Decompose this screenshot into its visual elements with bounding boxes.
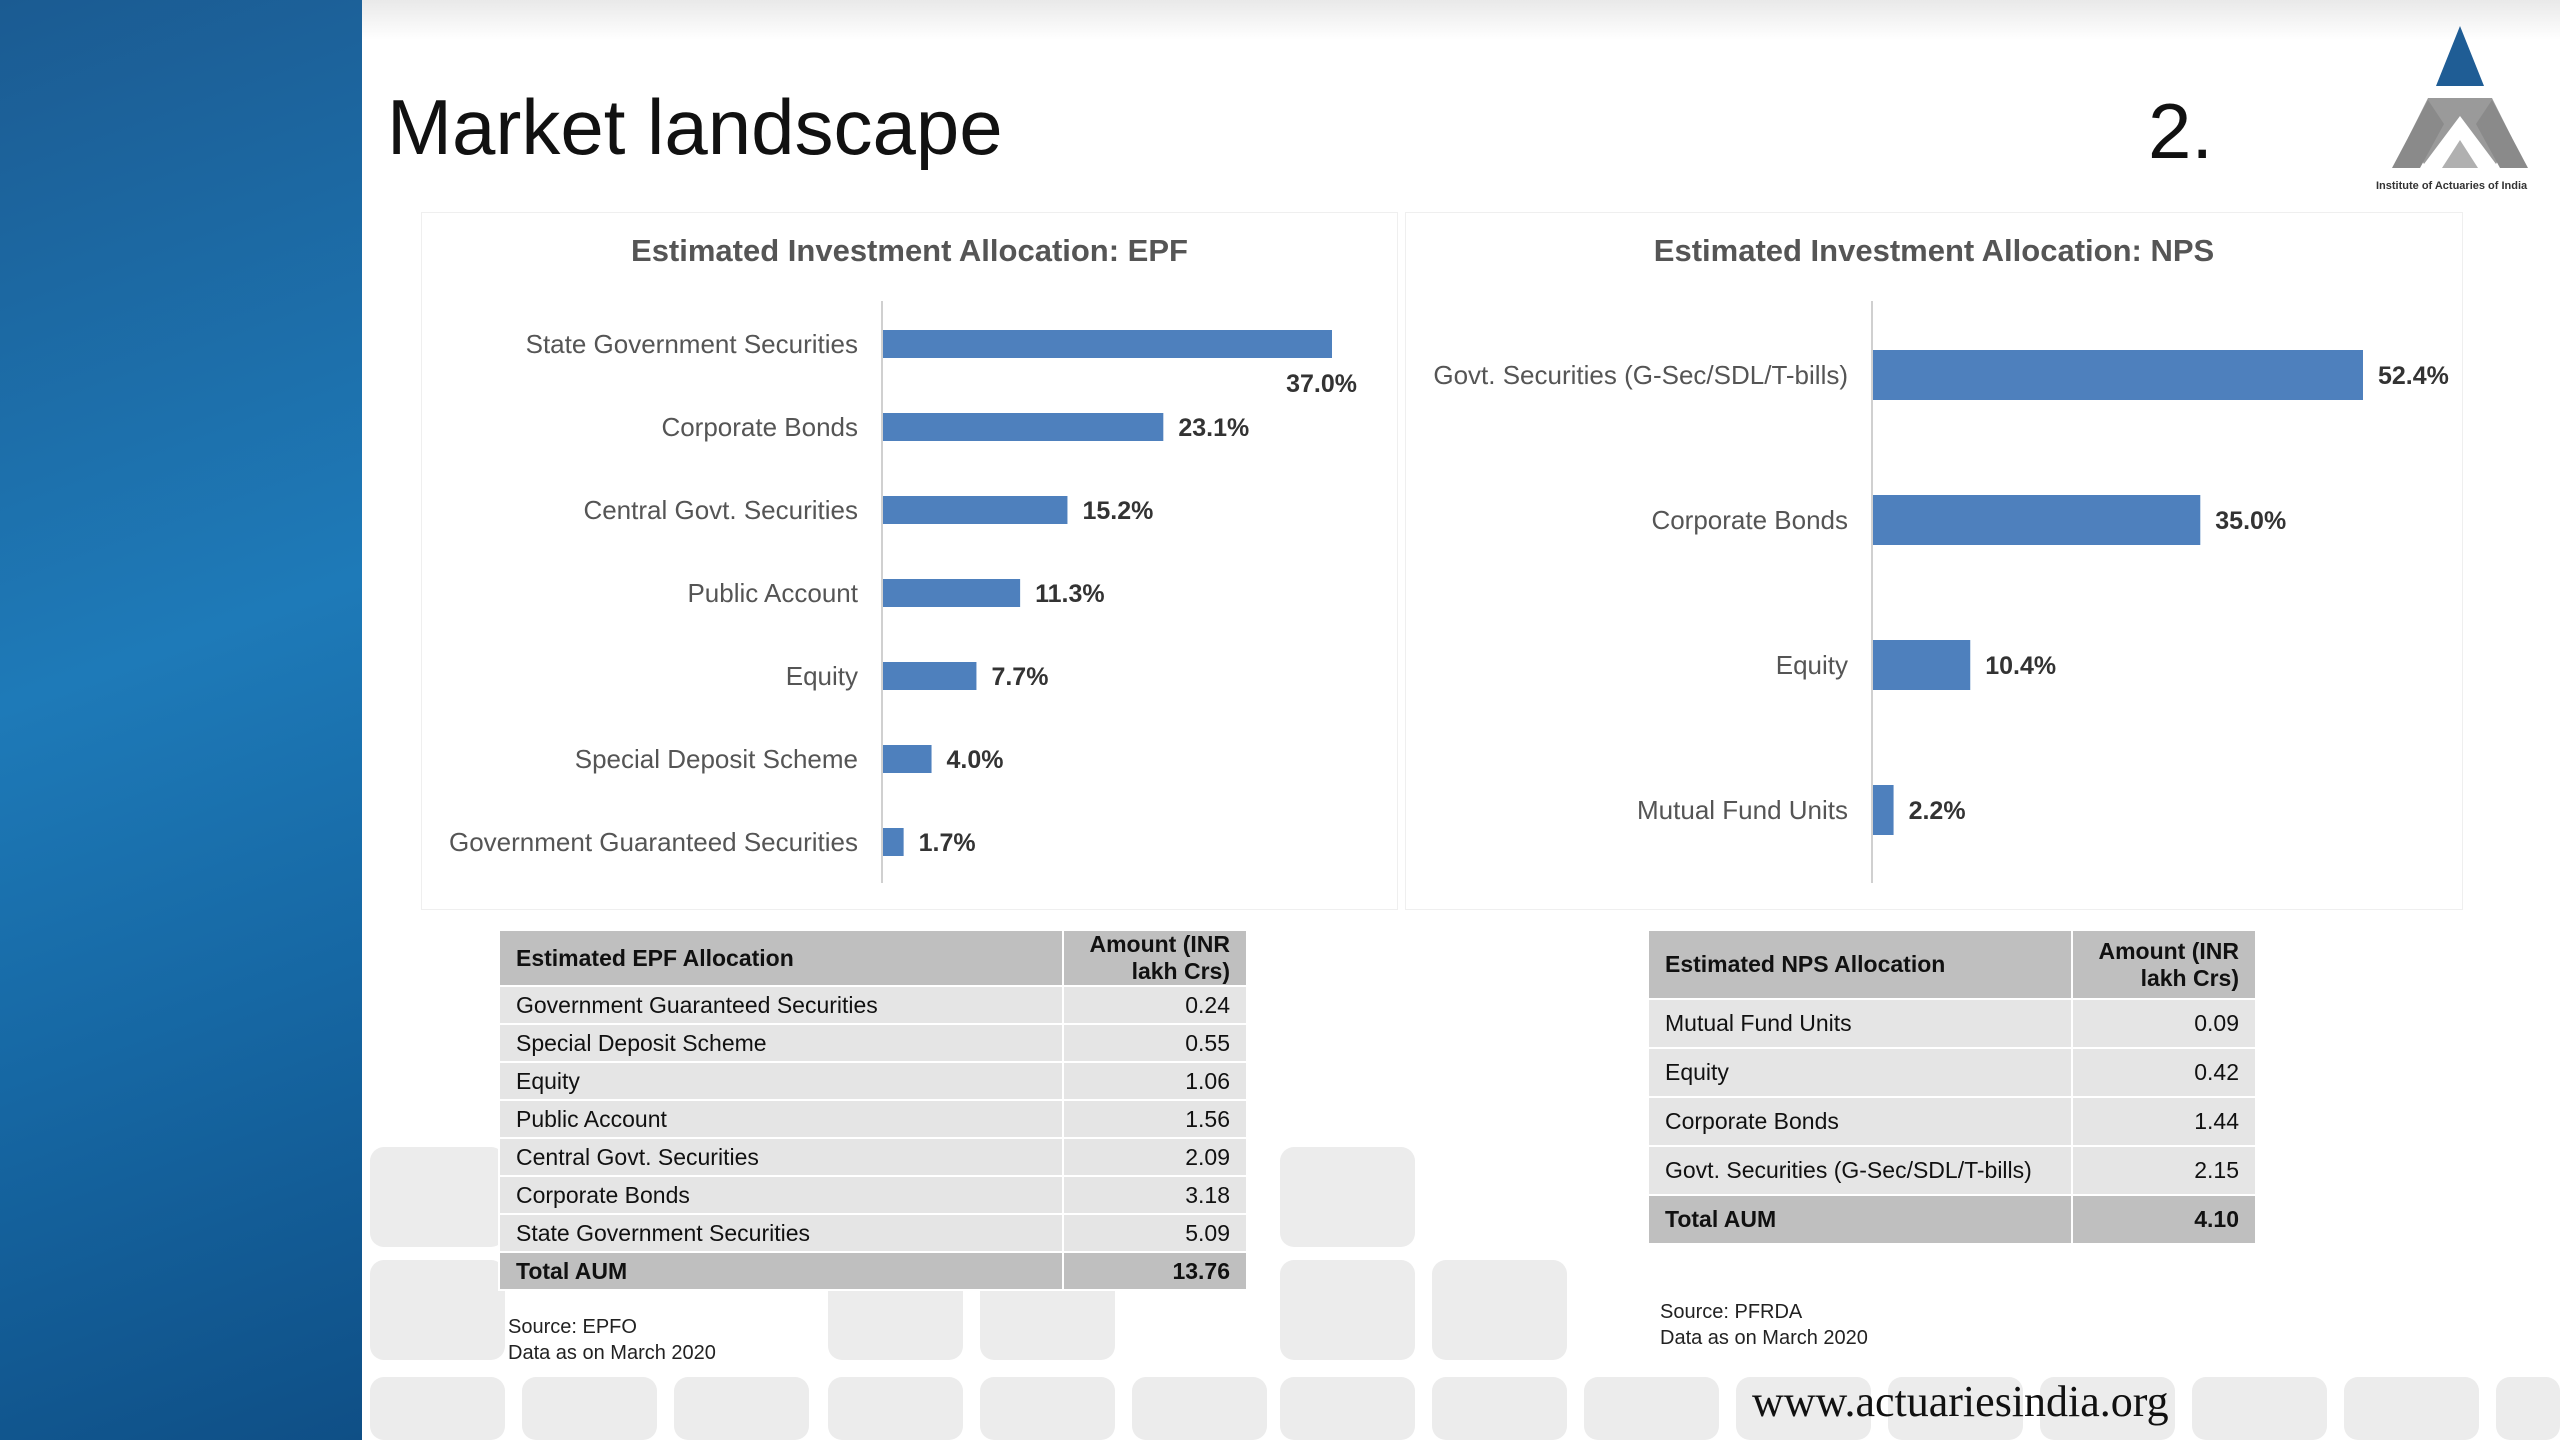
category-label: Government Guaranteed Securities — [449, 827, 858, 857]
nps-chart-title: Estimated Investment Allocation: NPS — [1653, 233, 2215, 268]
logo-caption: Institute of Actuaries of India — [2376, 180, 2528, 192]
epf-row-name: State Government Securities — [498, 1213, 1064, 1253]
epf-chart-panel: Estimated Investment Allocation: EPF Sta… — [421, 212, 1398, 910]
bar — [1873, 350, 2363, 400]
data-label: 37.0% — [1286, 370, 1357, 398]
nps-total-row: Total AUM 4.10 — [1647, 1194, 2257, 1245]
nps-total-label: Total AUM — [1647, 1194, 2073, 1245]
epf-row-amount: 1.56 — [1062, 1099, 1248, 1139]
category-label: Special Deposit Scheme — [575, 744, 858, 774]
epf-table-header-name: Estimated EPF Allocation — [498, 929, 1064, 987]
category-label: Equity — [1776, 650, 1848, 680]
nps-row-amount: 2.15 — [2071, 1145, 2257, 1196]
bar — [1873, 495, 2201, 545]
nps-total-amount: 4.10 — [2071, 1194, 2257, 1245]
bar — [883, 579, 1021, 607]
nps-source-note: Source: PFRDA Data as on March 2020 — [1660, 1299, 1868, 1351]
epf-table-row: Corporate Bonds 3.18 — [498, 1175, 1248, 1215]
category-label: Govt. Securities (G-Sec/SDL/T-bills) — [1433, 360, 1848, 390]
epf-source-note: Source: EPFO Data as on March 2020 — [508, 1314, 716, 1366]
nps-chart-panel: Estimated Investment Allocation: NPS Gov… — [1405, 212, 2463, 910]
epf-row-amount: 3.18 — [1062, 1175, 1248, 1215]
bar — [883, 330, 1332, 358]
bar — [1873, 640, 1971, 690]
epf-total-label: Total AUM — [498, 1251, 1064, 1291]
epf-row-name: Central Govt. Securities — [498, 1137, 1064, 1177]
nps-row-name: Corporate Bonds — [1647, 1096, 2073, 1147]
slide-title: Market landscape — [387, 83, 1003, 171]
category-label: Equity — [786, 661, 858, 691]
data-label: 4.0% — [947, 746, 1004, 774]
nps-row-amount: 0.09 — [2071, 998, 2257, 1049]
category-label: State Government Securities — [526, 329, 858, 359]
iai-logo — [2392, 26, 2528, 168]
category-label: Central Govt. Securities — [583, 495, 858, 525]
bar — [883, 413, 1164, 441]
nps-data-date: Data as on March 2020 — [1660, 1327, 1868, 1349]
category-label: Corporate Bonds — [1651, 505, 1848, 535]
top-shade — [362, 0, 2560, 40]
data-label: 15.2% — [1082, 497, 1153, 525]
data-label: 1.7% — [919, 829, 976, 857]
epf-row-name: Corporate Bonds — [498, 1175, 1064, 1215]
epf-table-row: Equity 1.06 — [498, 1061, 1248, 1101]
bar — [883, 662, 977, 690]
epf-row-amount: 2.09 — [1062, 1137, 1248, 1177]
epf-row-name: Special Deposit Scheme — [498, 1023, 1064, 1063]
epf-table-row: Special Deposit Scheme 0.55 — [498, 1023, 1248, 1063]
epf-source: Source: EPFO — [508, 1316, 637, 1338]
nps-allocation-table: Estimated NPS Allocation Amount (INR lak… — [1647, 929, 2257, 1245]
nps-source: Source: PFRDA — [1660, 1301, 1803, 1323]
category-label: Corporate Bonds — [661, 412, 858, 442]
epf-table-row: Public Account 1.56 — [498, 1099, 1248, 1139]
epf-row-name: Equity — [498, 1061, 1064, 1101]
nps-table-row: Corporate Bonds 1.44 — [1647, 1096, 2257, 1147]
epf-total-row: Total AUM 13.76 — [498, 1251, 1248, 1291]
sidebar-background — [0, 0, 362, 1440]
epf-table-row: Government Guaranteed Securities 0.24 — [498, 985, 1248, 1025]
epf-row-amount: 5.09 — [1062, 1213, 1248, 1253]
epf-row-amount: 0.24 — [1062, 985, 1248, 1025]
data-label: 10.4% — [1985, 652, 2056, 680]
epf-table-header-amount: Amount (INR lakh Crs) — [1062, 929, 1248, 987]
data-label: 23.1% — [1178, 414, 1249, 442]
nps-bar-chart: Govt. Securities (G-Sec/SDL/T-bills) 52.4… — [1433, 301, 2449, 883]
category-label: Mutual Fund Units — [1637, 795, 1848, 825]
epf-table-row: State Government Securities 5.09 — [498, 1213, 1248, 1253]
epf-row-amount: 0.55 — [1062, 1023, 1248, 1063]
data-label: 2.2% — [1909, 797, 1966, 825]
epf-row-amount: 1.06 — [1062, 1061, 1248, 1101]
epf-allocation-table: Estimated EPF Allocation Amount (INR lak… — [498, 929, 1248, 1291]
data-label: 7.7% — [991, 663, 1048, 691]
website-url[interactable]: www.actuariesindia.org — [1752, 1377, 2169, 1426]
data-label: 35.0% — [2215, 507, 2286, 535]
nps-table-row: Equity 0.42 — [1647, 1047, 2257, 1098]
epf-total-amount: 13.76 — [1062, 1251, 1248, 1291]
nps-row-amount: 1.44 — [2071, 1096, 2257, 1147]
decorative-tiles — [362, 1130, 2560, 1440]
nps-row-name: Equity — [1647, 1047, 2073, 1098]
nps-table-row: Mutual Fund Units 0.09 — [1647, 998, 2257, 1049]
epf-table-row: Central Govt. Securities 2.09 — [498, 1137, 1248, 1177]
nps-table-header-amount: Amount (INR lakh Crs) — [2071, 929, 2257, 1000]
data-label: 52.4% — [2378, 362, 2449, 390]
data-label: 11.3% — [1035, 580, 1105, 608]
epf-chart-title: Estimated Investment Allocation: EPF — [631, 233, 1188, 268]
bar — [883, 745, 932, 773]
nps-row-name: Mutual Fund Units — [1647, 998, 2073, 1049]
category-label: Public Account — [687, 578, 858, 608]
bar — [1873, 785, 1894, 835]
epf-data-date: Data as on March 2020 — [508, 1342, 716, 1364]
nps-row-name: Govt. Securities (G-Sec/SDL/T-bills) — [1647, 1145, 2073, 1196]
epf-bar-chart: State Government Securities 37.0% Corporat… — [449, 301, 1357, 883]
epf-row-name: Government Guaranteed Securities — [498, 985, 1064, 1025]
bar — [883, 496, 1068, 524]
nps-table-row: Govt. Securities (G-Sec/SDL/T-bills) 2.15 — [1647, 1145, 2257, 1196]
slide-number: 2. — [2148, 87, 2214, 175]
nps-row-amount: 0.42 — [2071, 1047, 2257, 1098]
epf-row-name: Public Account — [498, 1099, 1064, 1139]
nps-table-header-name: Estimated NPS Allocation — [1647, 929, 2073, 1000]
bar — [883, 828, 904, 856]
